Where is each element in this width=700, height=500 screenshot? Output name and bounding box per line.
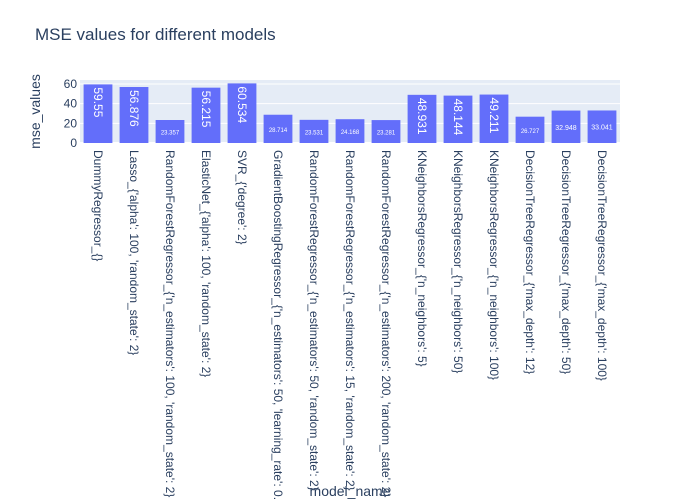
x-category-label: Lasso_{'alpha': 100, 'random_state': 2}: [127, 150, 141, 355]
y-tick-label: 0: [70, 136, 77, 150]
bar-value-label: 48.144: [451, 99, 465, 136]
y-axis-title: mse_values: [27, 74, 43, 149]
x-category-label: RandomForestRegressor_{'n_estimators': 2…: [379, 150, 393, 497]
bar[interactable]: [407, 94, 437, 143]
x-axis-title: model_name: [310, 483, 391, 499]
bar-value-label: 48.931: [415, 98, 429, 135]
bar-value-label: 56.215: [199, 91, 213, 128]
bar[interactable]: [515, 116, 545, 143]
x-category-label: RandomForestRegressor_{'n_estimators': 5…: [307, 150, 321, 491]
y-tick-label: 60: [64, 77, 78, 91]
bar-value-label: 33.041: [591, 125, 613, 132]
bar-value-label: 32.948: [555, 125, 577, 132]
bar-value-label: 28.714: [269, 128, 288, 134]
x-category-label: ElasticNet_{'alpha': 100, 'random_state'…: [199, 150, 213, 377]
bar[interactable]: [587, 110, 617, 143]
bars: 59.55 56.876 23.357 56.215 60.534 28.714 23.53…: [83, 83, 617, 143]
x-category-label: GradientBoostingRegressor_{'n_estimators…: [271, 150, 285, 500]
bar[interactable]: [443, 95, 473, 143]
bar-value-label: 59.55: [91, 87, 105, 117]
y-tick-label: 20: [64, 116, 78, 130]
bar[interactable]: [335, 119, 365, 143]
bar[interactable]: [551, 110, 581, 143]
bar-value-label: 23.531: [305, 130, 324, 136]
bar-value-label: 24.168: [341, 130, 360, 136]
y-axis-ticks: 0 20 40 60: [64, 77, 78, 150]
bar[interactable]: [191, 87, 221, 143]
x-category-label: SVR_{'degree': 2}: [235, 150, 249, 245]
x-category-label: DecisionTreeRegressor_{'max_depth': 100}: [595, 150, 609, 381]
y-tick-label: 40: [64, 97, 78, 111]
x-category-label: KNeighborsRegressor_{'n_neighbors': 5}: [415, 150, 429, 367]
x-category-label: RandomForestRegressor_{'n_estimators': 1…: [343, 150, 357, 491]
bar[interactable]: [227, 83, 257, 143]
x-category-label: KNeighborsRegressor_{'n_neighbors': 100}: [487, 150, 501, 380]
bar-value-label: 56.876: [127, 90, 141, 127]
bar[interactable]: [83, 84, 113, 143]
x-category-label: DecisionTreeRegressor_{'max_depth': 12}: [523, 150, 537, 374]
bar[interactable]: [299, 119, 329, 143]
bar-value-label: 49.211: [487, 98, 501, 134]
x-axis-category-labels: DummyRegressor_{} Lasso_{'alpha': 100, 'r…: [91, 150, 609, 500]
bar[interactable]: [371, 120, 401, 143]
bar-value-label: 23.281: [377, 131, 396, 137]
bar[interactable]: [155, 120, 185, 143]
bar-value-label: 23.357: [161, 131, 180, 137]
bar[interactable]: [119, 87, 149, 143]
x-category-label: DecisionTreeRegressor_{'max_depth': 50}: [559, 150, 573, 374]
bar-value-label: 26.727: [521, 129, 540, 135]
bar-value-label: 60.534: [235, 86, 249, 123]
bar[interactable]: [263, 114, 293, 143]
chart-title: MSE values for different models: [35, 25, 276, 44]
bar[interactable]: [479, 94, 509, 143]
x-category-label: KNeighborsRegressor_{'n_neighbors': 50}: [451, 150, 465, 373]
x-category-label: RandomForestRegressor_{'n_estimators': 1…: [163, 150, 177, 497]
x-category-label: DummyRegressor_{}: [91, 150, 105, 261]
